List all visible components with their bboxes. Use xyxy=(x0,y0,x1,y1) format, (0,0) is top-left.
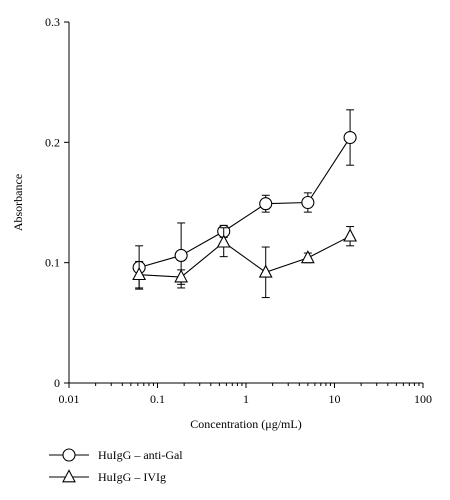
x-tick-label: 1 xyxy=(243,392,249,406)
x-tick-label: 0.01 xyxy=(59,392,80,406)
legend-label: HuIgG – IVIg xyxy=(98,470,166,484)
marker-circle xyxy=(174,248,188,262)
marker-circle xyxy=(62,448,76,462)
axes: 0 0.1 0.2 0.3 0.01 0.1 1 10 100 Concentration (μg… xyxy=(11,15,432,431)
y-tick-label: 0.3 xyxy=(45,15,60,29)
series-line xyxy=(138,137,351,269)
series-1 xyxy=(132,226,357,299)
marker-triangle xyxy=(62,469,76,483)
marker-circle xyxy=(259,197,273,211)
x-axis-title: Concentration (μg/mL) xyxy=(190,417,301,431)
series-0 xyxy=(132,109,357,290)
y-tick-label: 0.2 xyxy=(45,135,60,149)
y-axis-title: Absorbance xyxy=(11,174,25,231)
y-tick-label: 0.1 xyxy=(45,256,60,270)
marker-triangle xyxy=(216,234,231,248)
series-layer xyxy=(132,109,357,299)
marker-triangle xyxy=(343,228,357,242)
series-line xyxy=(139,235,351,278)
legend-item-0: HuIgG – anti-Gal xyxy=(49,448,183,462)
marker-triangle xyxy=(174,269,189,283)
legend: HuIgG – anti-Gal HuIgG – IVIg xyxy=(49,448,183,484)
x-tick-label: 10 xyxy=(329,392,341,406)
marker-triangle xyxy=(300,250,315,264)
y-tick-label: 0 xyxy=(54,376,60,390)
legend-item-1: HuIgG – IVIg xyxy=(49,469,166,484)
marker-circle xyxy=(343,130,357,145)
x-tick-label: 100 xyxy=(414,392,432,406)
marker-triangle xyxy=(132,266,147,281)
x-tick-label: 0.1 xyxy=(150,392,165,406)
marker-circle xyxy=(301,195,315,210)
legend-label: HuIgG – anti-Gal xyxy=(98,448,183,462)
marker-triangle xyxy=(258,264,273,278)
